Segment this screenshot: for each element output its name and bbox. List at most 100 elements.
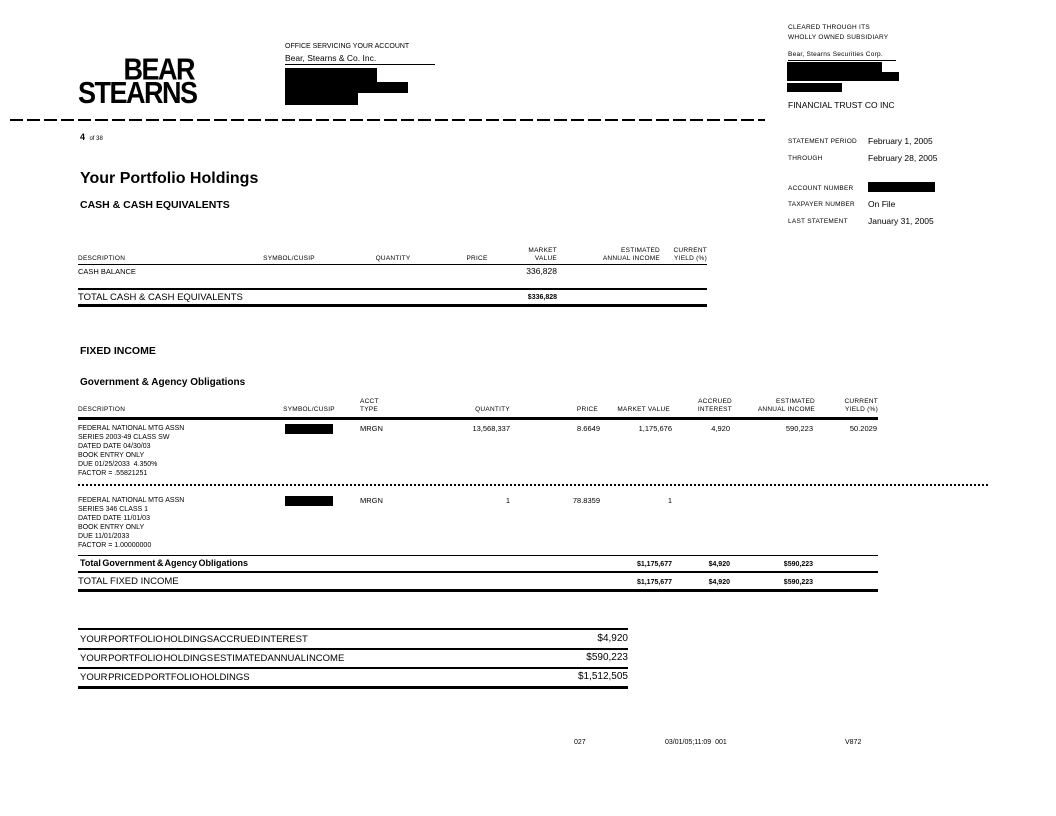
cash-total-bottom-rule: [78, 304, 707, 307]
fi-row2-desc-line4: BOOK ENTRY ONLY: [78, 524, 145, 531]
fi-row1-desc-line3: DATED DATE 04/30/03: [78, 443, 151, 450]
fi-row-market-value: 1,175,676: [638, 424, 672, 433]
cash-col-price: PRICE: [466, 255, 488, 262]
fi-col-acct-line1: ACCT: [360, 398, 379, 405]
fi-subtotal-market-value: $1,175,677: [636, 561, 672, 568]
fi-col-quantity: QUANTITY: [475, 406, 510, 413]
logo-line-1: BEAR: [123, 52, 195, 86]
fi-row-acct-type: MRGN: [360, 496, 383, 505]
cash-col-market-value: MARKET VALUE: [528, 247, 557, 263]
summary-rule: [78, 667, 628, 669]
redacted-account-number: [868, 182, 935, 192]
footer-batch-number: 027: [574, 739, 586, 746]
page-title: Your Portfolio Holdings: [80, 170, 259, 187]
statement-period-label: STATEMENT PERIOD: [788, 138, 858, 145]
fi-subtotal-bottom-rule: [78, 571, 878, 573]
redacted-block: [285, 93, 358, 105]
fi-col-price: PRICE: [576, 406, 598, 413]
cash-col-symbol-cusip: SYMBOL/CUSIP: [263, 255, 315, 262]
fi-col-accrued-interest: ACCRUED INTEREST: [698, 398, 732, 414]
fi-row-market-value: 1: [667, 496, 672, 505]
fi-row-description: FEDERAL NATIONAL MTG ASSN SERIES 346 CLA…: [78, 496, 184, 550]
gov-agency-subheading: Government & Agency Obligations: [80, 377, 246, 388]
redacted-cusip: [285, 424, 333, 434]
fi-total-label: TOTAL FIXED INCOME: [78, 576, 179, 587]
redacted-block: [787, 83, 842, 92]
fi-row1-desc-line5: DUE 01/25/2033 4.350%: [78, 461, 158, 468]
fi-row-quantity: 13,568,337: [472, 424, 510, 433]
redacted-block: [787, 72, 899, 81]
summary-priced-value: $1,512,505: [577, 671, 628, 682]
summary-income-label: YOUR PORTFOLIO HOLDINGS ESTIMATED ANNUAL…: [80, 653, 345, 664]
fi-col-acct-line2: TYPE: [360, 406, 378, 413]
fi-row2-desc-line1: FEDERAL NATIONAL MTG ASSN: [78, 497, 185, 504]
taxpayer-number-value: On File: [868, 199, 896, 209]
fi-row2-desc-line3: DATED DATE 11/01/03: [78, 515, 150, 522]
account-number-label: ACCOUNT NUMBER: [788, 185, 854, 192]
cash-header-rule: [78, 264, 707, 265]
cash-col-quantity: QUANTITY: [375, 255, 411, 262]
fi-subtotal-est-annual-income: $590,223: [783, 561, 813, 568]
cash-col-market-line1: MARKET: [528, 247, 557, 254]
summary-rule: [78, 686, 628, 689]
fi-subtotal-top-rule: [78, 555, 878, 556]
fi-col-income-line2: ANNUAL INCOME: [757, 406, 815, 413]
taxpayer-number-label: TAXPAYER NUMBER: [788, 201, 855, 208]
redacted-block: [285, 68, 377, 82]
summary-rule: [78, 628, 628, 630]
cash-col-market-line2: VALUE: [534, 255, 557, 262]
fi-col-yield-line1: CURRENT: [844, 398, 878, 405]
through-label: THROUGH: [788, 155, 823, 162]
summary-priced-label: YOUR PRICED PORTFOLIO HOLDINGS: [80, 672, 250, 683]
fi-col-symbol-cusip: SYMBOL/CUSIP: [283, 406, 335, 413]
fi-row2-desc-line5: DUE 11/01/2033: [78, 533, 130, 540]
redacted-cusip: [285, 496, 333, 506]
page-of-label: of 38: [89, 136, 103, 142]
fi-row1-desc-line2: SERIES 2003-49 CLASS SW: [78, 434, 170, 441]
fi-row-acct-type: MRGN: [360, 424, 383, 433]
subsidiary-name: Bear, Stearns Securities Corp.: [788, 51, 896, 61]
fi-row-current-yield: 50.2029: [849, 424, 877, 433]
cash-col-yield-line1: CURRENT: [673, 247, 707, 254]
fi-col-est-annual-income: ESTIMATED ANNUAL INCOME: [758, 398, 815, 414]
cash-row-description: CASH BALANCE: [78, 267, 136, 276]
fi-row-price: 78.8359: [572, 496, 600, 505]
header-divider: [10, 119, 765, 121]
bear-stearns-logo: BEAR STEARNS: [78, 52, 198, 110]
cash-total-market-value: $336,828: [527, 294, 557, 301]
fixed-income-heading: FIXED INCOME: [80, 345, 156, 357]
cash-col-income-line2: ANNUAL INCOME: [602, 255, 660, 262]
office-firm-name: Bear, Stearns & Co. Inc.: [285, 53, 435, 65]
office-servicing-label: OFFICE SERVICING YOUR ACCOUNT: [285, 43, 410, 50]
cash-total-top-rule: [78, 288, 707, 290]
cash-col-est-annual-income: ESTIMATED ANNUAL INCOME: [603, 247, 660, 263]
cleared-through-line1: CLEARED THROUGH ITS: [788, 24, 870, 31]
summary-income-value: $590,223: [586, 652, 628, 663]
cash-col-yield-line2: YIELD (%): [674, 255, 707, 262]
summary-accrued-label: YOUR PORTFOLIO HOLDINGS ACCRUED INTEREST: [80, 634, 308, 645]
footer-timestamp: 03/01/05;11:09 001: [665, 739, 727, 746]
fi-row-est-annual-income: 590,223: [785, 424, 813, 433]
fi-row2-desc-line2: SERIES 346 CLASS 1: [78, 506, 149, 513]
statement-period-value: February 1, 2005: [868, 136, 933, 146]
cash-col-current-yield: CURRENT YIELD (%): [673, 247, 707, 263]
fi-total-market-value: $1,175,677: [636, 579, 672, 586]
summary-rule: [78, 648, 628, 650]
page-indicator: 4 of 38: [80, 127, 103, 145]
fi-row-description: FEDERAL NATIONAL MTG ASSN SERIES 2003-49…: [78, 424, 184, 478]
redacted-block: [787, 62, 882, 72]
fi-total-bottom-rule: [78, 589, 878, 592]
cash-section-heading: CASH & CASH EQUIVALENTS: [80, 199, 230, 211]
fi-subtotal-accrued-interest: $4,920: [708, 561, 730, 568]
through-value: February 28, 2005: [868, 153, 938, 163]
trust-company-name: FINANCIAL TRUST CO INC: [788, 100, 895, 110]
fi-col-accrued-line1: ACCRUED: [698, 398, 732, 405]
logo-line-2: STEARNS: [78, 75, 198, 110]
fi-col-accrued-line2: INTEREST: [697, 406, 732, 413]
fi-row-quantity: 1: [505, 496, 510, 505]
redacted-block: [285, 82, 408, 93]
fi-row-separator: [78, 484, 990, 486]
cash-col-description: DESCRIPTION: [78, 255, 126, 262]
footer-version-code: V872: [845, 739, 862, 746]
